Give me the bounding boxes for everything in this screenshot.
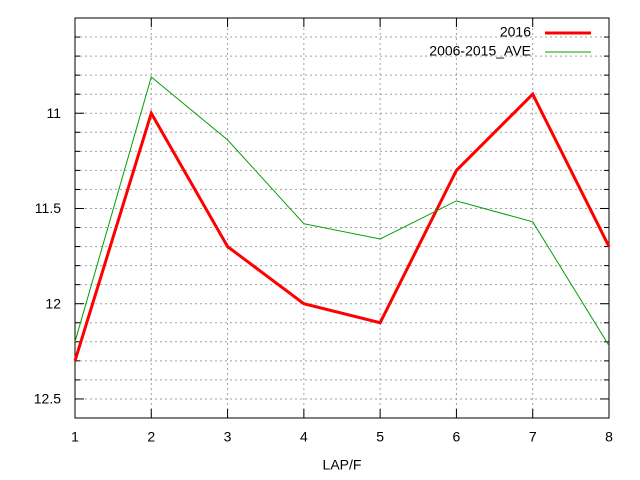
y-tick-label: 11.5 bbox=[35, 200, 61, 216]
x-tick-label: 4 bbox=[300, 429, 308, 445]
plot-border bbox=[74, 17, 610, 419]
x-tick-label: 3 bbox=[224, 429, 232, 445]
x-tick-label: 1 bbox=[71, 429, 79, 445]
x-tick-label: 8 bbox=[605, 429, 613, 445]
data-line bbox=[74, 76, 610, 346]
x-tick-label: 6 bbox=[453, 429, 461, 445]
x-axis-label: LAP/F bbox=[323, 457, 362, 473]
y-tick-label: 11 bbox=[46, 105, 61, 121]
x-tick-label: 5 bbox=[376, 429, 384, 445]
x-tick-label: 2 bbox=[147, 429, 155, 445]
legend-label: 2016 bbox=[500, 24, 531, 40]
y-tick-label: 12.5 bbox=[34, 391, 61, 407]
legend-label: 2006-2015_AVE bbox=[429, 43, 531, 59]
x-tick-label: 7 bbox=[529, 429, 537, 445]
data-line bbox=[73, 91, 611, 362]
y-tick-label: 12 bbox=[45, 295, 61, 311]
